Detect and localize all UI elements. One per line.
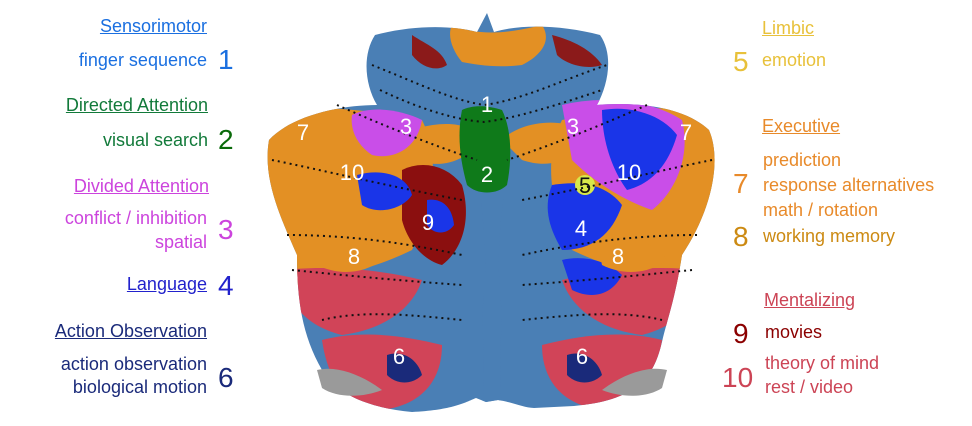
action-observation-number: 6 [218,362,234,393]
map-label-6-left: 6 [393,344,405,369]
map-label-1: 1 [481,92,493,117]
finger-sequence-label: finger sequence [78,50,207,70]
visual-search-label: visual search [102,130,208,150]
map-label-10-right: 10 [617,160,641,185]
map-label-6-right: 6 [576,344,588,369]
conflict-inhibition-label: conflict / inhibition [64,208,207,228]
limbic-header: Limbic [762,18,815,38]
mentalizing-number-9: 9 [733,318,749,349]
map-label-3-left: 3 [400,114,412,139]
map-label-7-left: 7 [297,120,309,145]
map-label-3-right: 3 [567,114,579,139]
language-number: 4 [218,270,234,301]
executive-header: Executive [762,116,841,136]
map-label-2: 2 [481,162,493,187]
directed-attention-number: 2 [218,124,234,155]
response-alternatives-label: response alternatives [763,175,935,195]
divided-attention-number: 3 [218,214,234,245]
map-label-9: 9 [422,210,434,235]
theory-of-mind-label: theory of mind [765,353,880,373]
map-label-10-left: 10 [340,160,364,185]
executive-number-8: 8 [733,221,749,252]
biological-motion-label: biological motion [72,377,207,397]
working-memory-label: working memory [763,226,896,246]
map-label-5: 5 [579,173,591,198]
spatial-label: spatial [154,232,207,252]
executive-number-7: 7 [733,168,749,199]
limbic-number: 5 [733,46,749,77]
action-observation-label: action observation [60,354,207,374]
map-label-4: 4 [575,216,587,241]
emotion-label: emotion [762,50,827,70]
movies-label: movies [765,322,823,342]
math-rotation-label: math / rotation [763,200,879,220]
divided-attention-header: Divided Attention [73,176,209,196]
mentalizing-number-10: 10 [722,362,754,393]
prediction-label: prediction [763,150,842,170]
directed-attention-header: Directed Attention [65,95,208,115]
map-label-7-right: 7 [680,120,692,145]
map-label-8-left: 8 [348,244,360,269]
rest-video-label: rest / video [765,377,854,397]
mentalizing-header: Mentalizing [764,290,856,310]
map-label-8-right: 8 [612,244,624,269]
sensorimotor-header: Sensorimotor [99,16,207,36]
sensorimotor-number: 1 [218,44,234,75]
cerebellar-flatmap: 1 2 3 3 4 5 6 6 7 7 8 8 9 10 10 [267,13,715,412]
action-observation-header: Action Observation [54,321,207,341]
language-header: Language [126,274,207,294]
